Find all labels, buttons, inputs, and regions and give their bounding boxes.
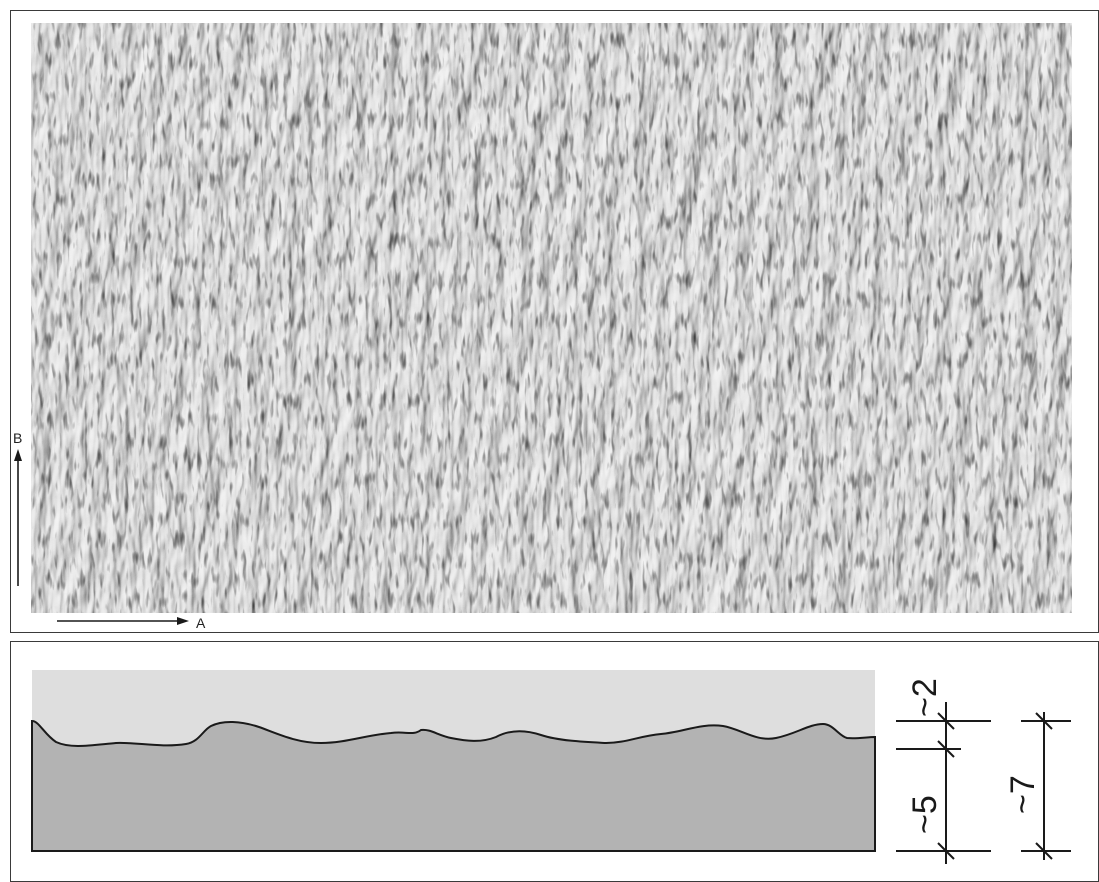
texture-plan-view: B A — [13, 23, 1072, 631]
texture-section-view-panel: ~2 ~5 ~7 — [10, 641, 1099, 882]
texture-section-view: ~2 ~5 ~7 — [31, 670, 1071, 864]
axis-a-arrow — [57, 617, 189, 625]
axis-b-label: B — [13, 430, 22, 446]
dimension-lines — [896, 702, 1071, 864]
axis-b-arrow — [14, 449, 22, 586]
dimension-base-label: ~5 — [906, 795, 944, 834]
dimension-total-label: ~7 — [1004, 775, 1042, 814]
texture-speckle — [31, 23, 1072, 613]
axis-a-label: A — [196, 615, 206, 631]
section-base-layer — [31, 719, 876, 852]
dimension-depth-label: ~2 — [906, 678, 944, 717]
texture-plan-view-panel: B A — [10, 10, 1099, 633]
